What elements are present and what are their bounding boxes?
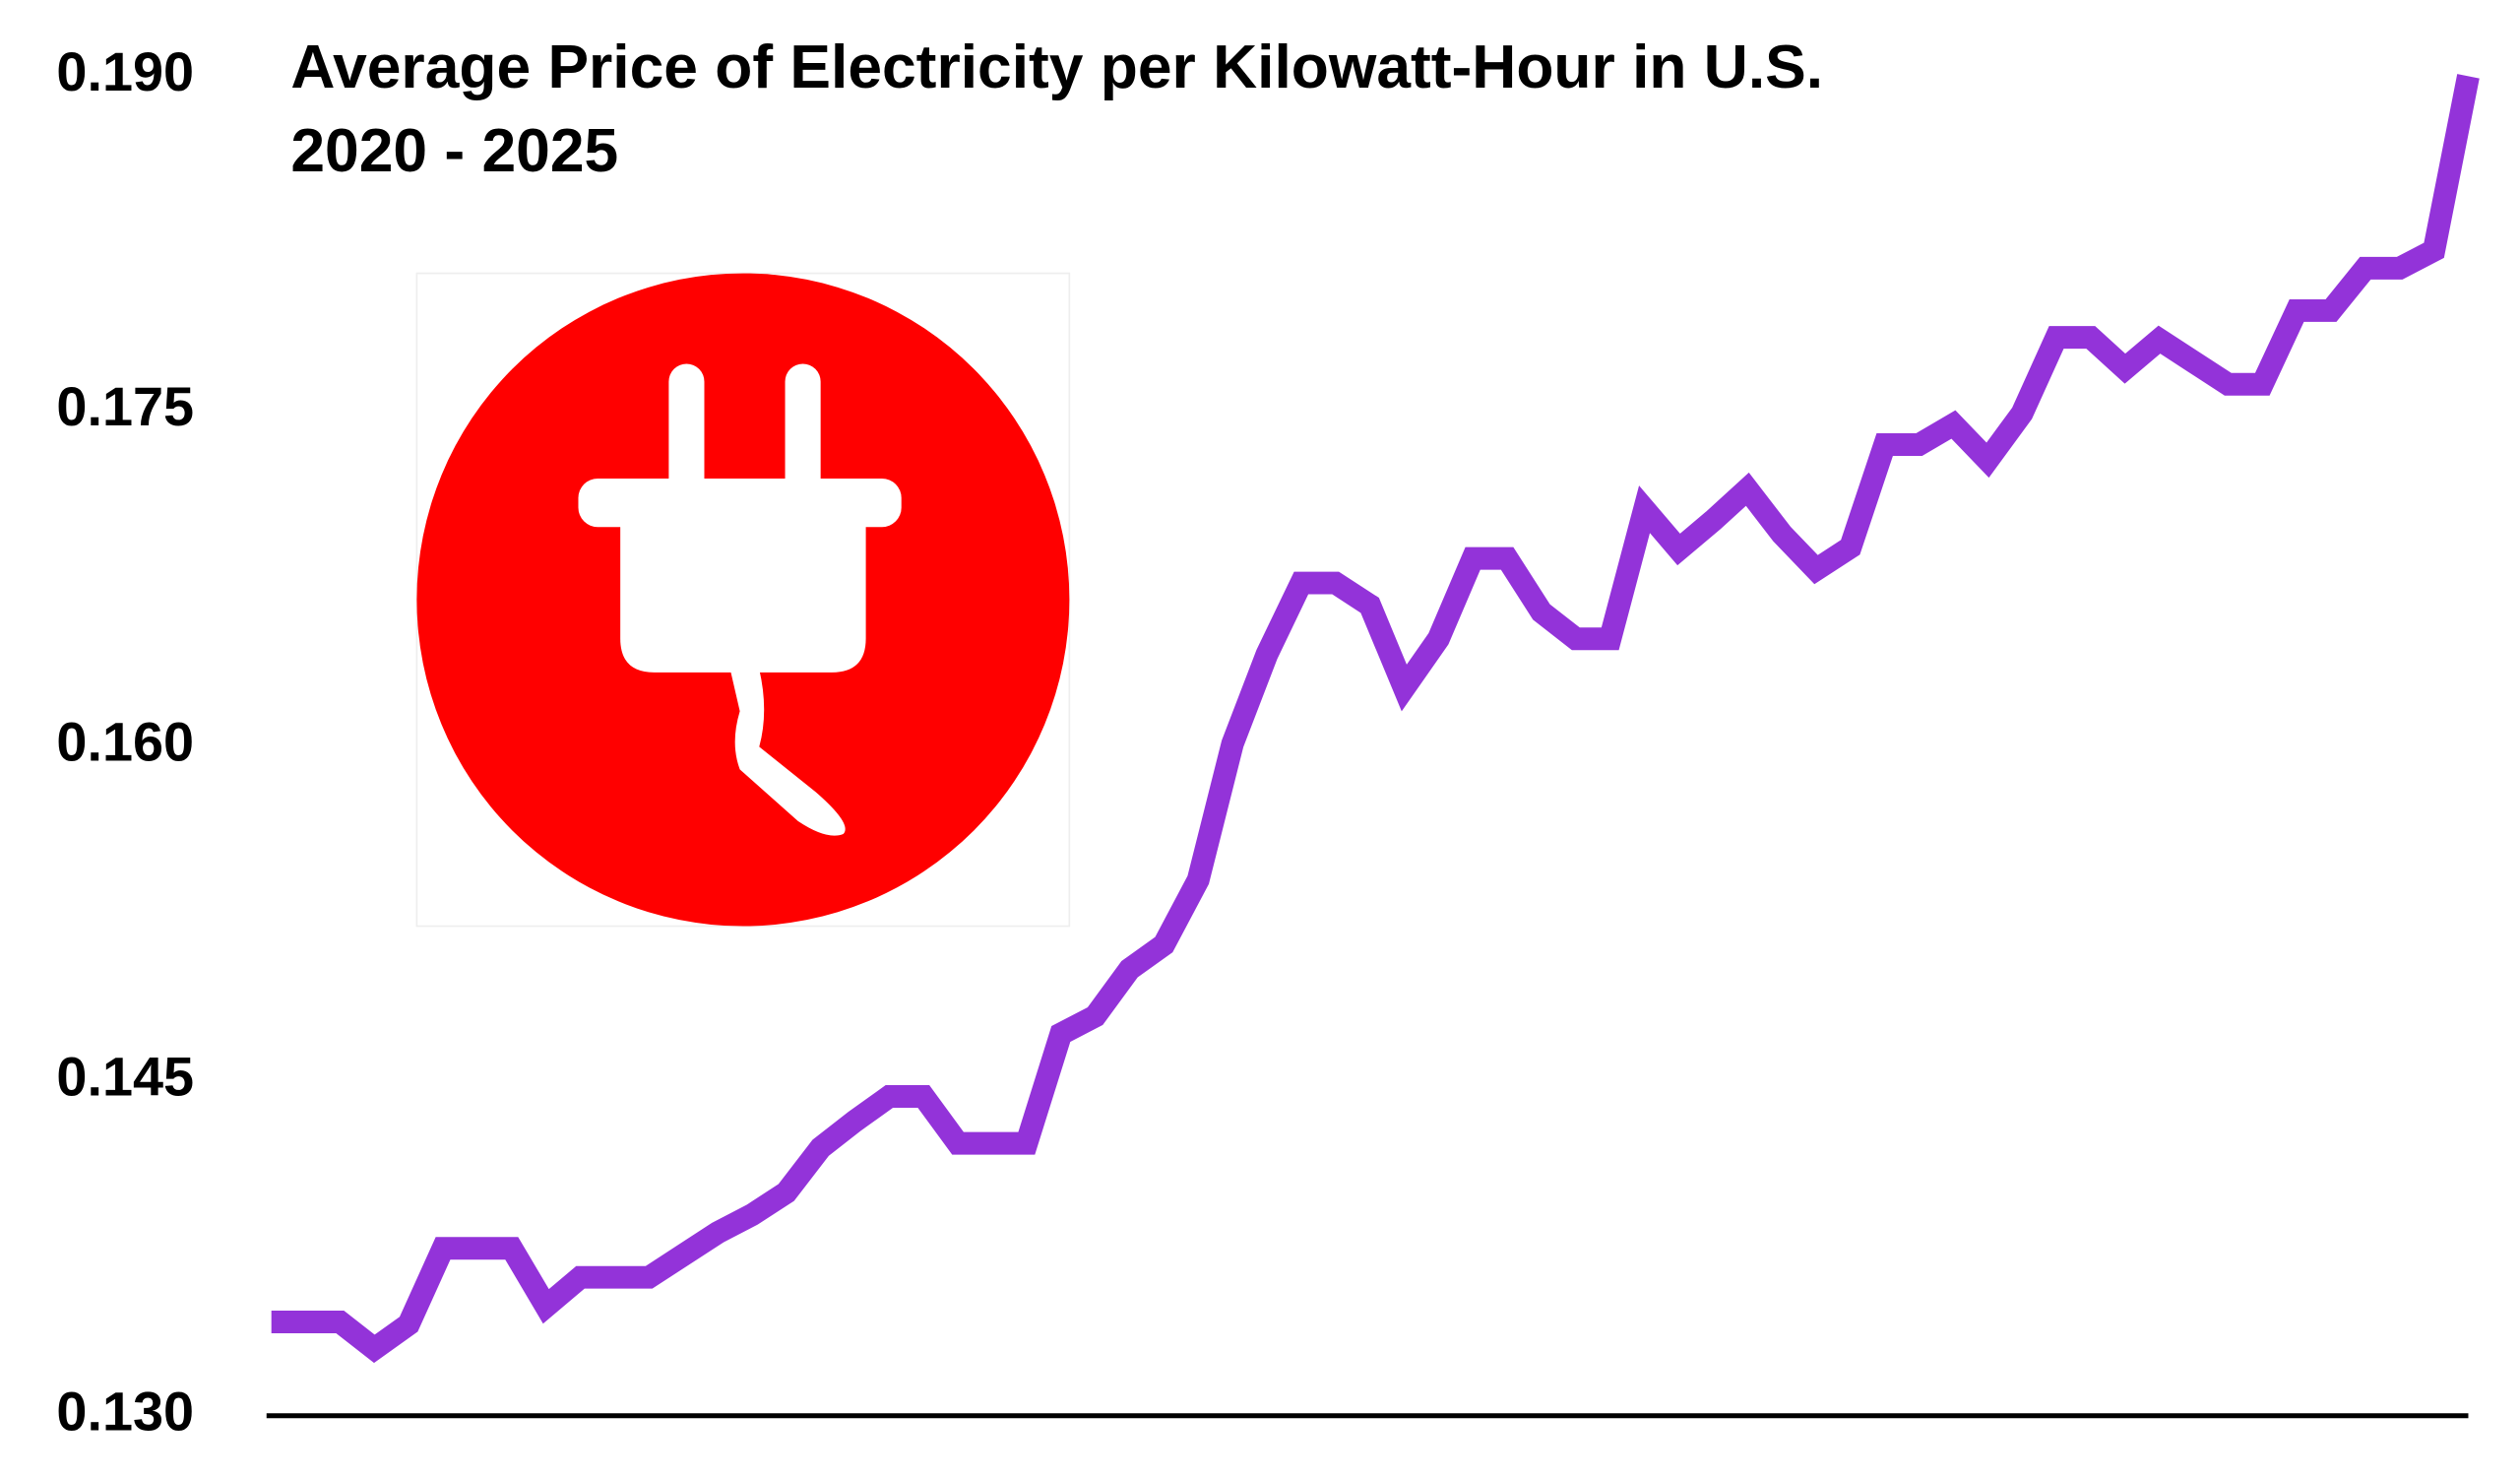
- plug-icon: [415, 272, 1071, 928]
- y-tick-label: 0.190: [56, 40, 194, 102]
- chart-subtitle: 2020 - 2025: [290, 117, 618, 185]
- price-line: [271, 74, 2480, 1364]
- y-tick-label: 0.145: [56, 1045, 194, 1107]
- y-tick-label: 0.130: [56, 1381, 194, 1443]
- y-tick-label: 0.175: [56, 375, 194, 437]
- y-tick-label: 0.160: [56, 710, 194, 772]
- chart-title: Average Price of Electricity per Kilowat…: [290, 33, 1823, 101]
